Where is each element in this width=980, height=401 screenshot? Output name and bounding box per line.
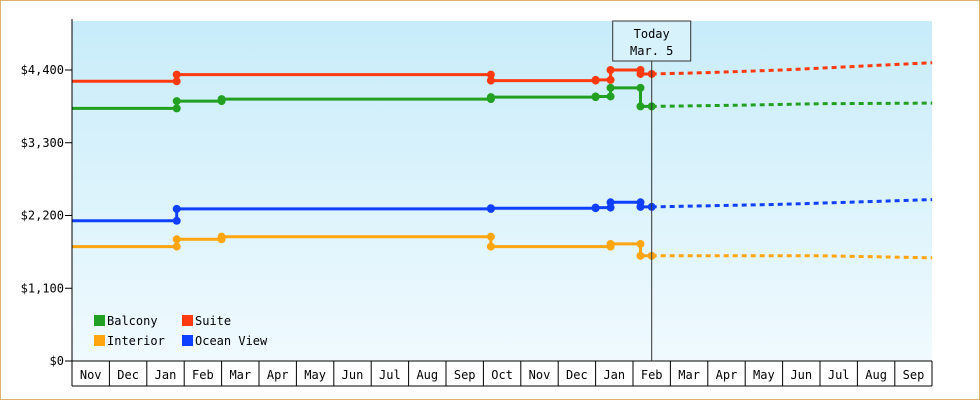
data-point-ocean-view [606,198,615,207]
x-tick-label: Feb [641,368,663,382]
legend-swatch-balcony [94,315,105,326]
data-point-interior [636,239,645,248]
data-point-suite [486,76,495,85]
data-point-suite [172,77,181,86]
data-point-balcony [606,92,615,101]
forecast-line-balcony [651,101,933,108]
x-tick-label: Apr [267,368,289,382]
legend-swatch-ocean-view [182,335,193,346]
today-callout [612,20,692,62]
x-tick-label: Jun [342,368,364,382]
data-point-interior [486,242,495,251]
data-point-balcony [172,97,181,106]
y-tick-label: $0 [50,354,64,368]
x-tick-label: Oct [491,368,513,382]
data-point-interior [217,232,226,241]
legend-label-suite: Suite [195,314,231,328]
data-point-balcony [172,104,181,113]
data-point-ocean-view [172,204,181,213]
forecast-line-suite [651,61,933,76]
data-point-balcony [636,102,645,111]
x-tick-label: Dec [566,368,588,382]
data-point-balcony [217,95,226,104]
data-point-balcony [591,92,600,101]
data-point-suite [606,75,615,84]
legend-swatch-suite [182,315,193,326]
data-point-balcony [636,83,645,92]
legend-label-ocean-view: Ocean View [195,334,268,348]
x-tick-label: Jan [155,368,177,382]
x-tick-label: May [753,368,775,382]
x-tick-label: May [304,368,326,382]
data-point-suite [636,69,645,78]
plot-area [72,21,932,361]
x-tick-label: Apr [716,368,738,382]
legend-swatch-interior [94,335,105,346]
x-tick-label: Jul [828,368,850,382]
data-point-interior [636,251,645,260]
y-tick-label: $1,100 [21,281,64,295]
x-tick-label: Sep [454,368,476,382]
data-point-suite [172,70,181,79]
data-point-interior [486,232,495,241]
today-label: Mar. 5 [630,44,673,58]
x-tick-label: Aug [416,368,438,382]
x-tick-label: Jan [603,368,625,382]
x-tick-label: Dec [117,368,139,382]
x-tick-label: Mar [229,368,251,382]
x-tick-label: Aug [865,368,887,382]
legend-label-interior: Interior [107,334,165,348]
y-tick-label: $3,300 [21,136,64,150]
x-tick-label: Jul [379,368,401,382]
forecast-line-interior [651,254,933,260]
x-tick-label: Sep [903,368,925,382]
data-point-balcony [606,83,615,92]
data-point-ocean-view [486,204,495,213]
data-point-interior [172,235,181,244]
x-tick-label: Jun [790,368,812,382]
x-tick-label: Nov [529,368,551,382]
data-point-suite [606,66,615,74]
data-point-suite [591,75,600,84]
data-point-suite [486,70,495,79]
data-point-interior [606,239,615,248]
y-tick-label: $4,400 [21,63,64,77]
x-tick-label: Feb [192,368,214,382]
data-point-balcony [486,93,495,102]
legend-label-balcony: Balcony [107,314,158,328]
today-label: Today [634,27,670,41]
data-point-ocean-view [172,216,181,225]
data-point-ocean-view [636,202,645,211]
x-tick-label: Mar [678,368,700,382]
data-point-interior [172,242,181,251]
y-tick-label: $2,200 [21,209,64,223]
x-tick-label: Nov [80,368,102,382]
series-line-balcony [72,86,652,110]
forecast-line-ocean-view [651,198,933,209]
data-point-ocean-view [591,203,600,212]
